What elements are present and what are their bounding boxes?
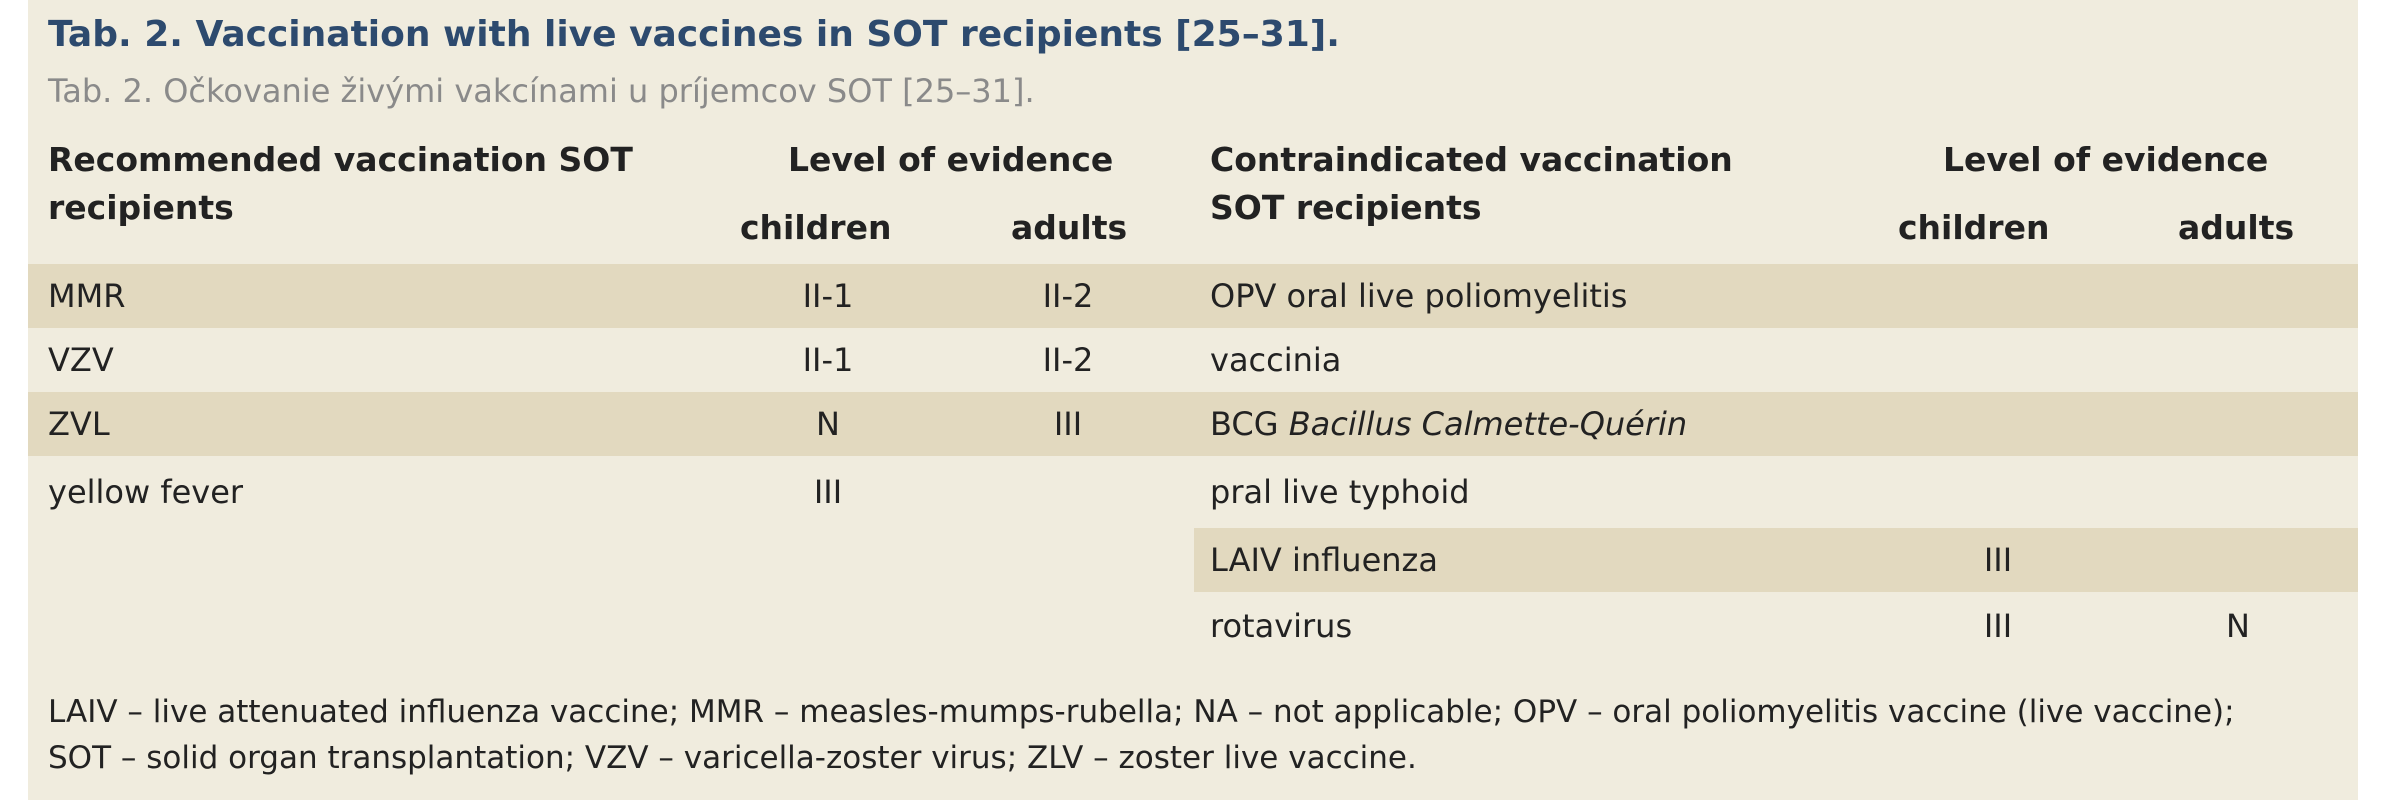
right-row-4-name-text: pral live typhoid (1210, 473, 1470, 511)
right-row-6-name-text: rotavirus (1210, 607, 1353, 645)
left-row-3-name: ZVL (48, 405, 110, 443)
left-row-4-name: yellow fever (48, 473, 244, 511)
right-header-level: Level of evidence (1943, 140, 2269, 179)
right-row-2-name-text: vaccinia (1210, 341, 1342, 379)
left-row-1-adults: II-2 (1042, 277, 1094, 315)
table-subtitle: Tab. 2. Očkovanie živými vakcínami u prí… (48, 72, 1035, 110)
left-row-3-children: N (816, 405, 840, 443)
right-row-4-name: pral live typhoid (1210, 460, 1470, 524)
left-header-adults: adults (1011, 208, 1128, 247)
left-row-2-name: VZV (48, 341, 114, 379)
right-row-2-name: vaccinia (1210, 328, 1341, 392)
left-row-1-children: II-1 (802, 277, 854, 315)
left-row-1-name: MMR (48, 277, 126, 315)
right-row-5-name-text: LAIV influenza (1210, 541, 1438, 579)
right-header-line1: Contraindicated vaccination (1210, 140, 1733, 179)
right-row-5-name: LAIV influenza (1210, 528, 1438, 592)
left-row-2-adults: II-2 (1042, 341, 1094, 379)
footnote-line-2: SOT – solid organ transplantation; VZV –… (48, 740, 1417, 776)
left-header-line2: recipients (48, 188, 234, 227)
right-row-6-children: III (1983, 607, 2013, 645)
table-title: Tab. 2. Vaccination with live vaccines i… (48, 14, 1340, 55)
left-header-level: Level of evidence (788, 140, 1114, 179)
left-row-3-adults: III (1053, 405, 1083, 443)
row-band-3 (28, 392, 2358, 456)
table-panel: Tab. 2. Vaccination with live vaccines i… (28, 0, 2358, 800)
right-header-adults: adults (2178, 208, 2295, 247)
left-header-children: children (740, 208, 892, 247)
right-header-children: children (1898, 208, 2050, 247)
right-row-6-name: rotavirus (1210, 594, 1352, 658)
row-band-1 (28, 264, 2358, 328)
left-header-line1: Recommended vaccination SOT (48, 140, 633, 179)
right-row-6-adults: N (2226, 607, 2250, 645)
right-row-1-name-text: OPV oral live poliomyelitis (1210, 277, 1628, 315)
row-band-5-right (1194, 528, 2358, 592)
left-header-name: Recommended vaccination SOT recipients (48, 136, 633, 232)
footnote-line-1: LAIV – live attenuated influenza vaccine… (48, 694, 2235, 730)
right-row-3-name-text: BCG (1210, 405, 1289, 443)
right-row-5-children: III (1983, 541, 2013, 579)
right-header-name: Contraindicated vaccination SOT recipien… (1210, 136, 1733, 232)
left-row-4-children: III (813, 473, 843, 511)
right-row-1-name: OPV oral live poliomyelitis (1210, 264, 1627, 328)
right-row-3-name: BCG Bacillus Calmette-Quérin (1210, 392, 1687, 456)
right-row-3-name-italic: Bacillus Calmette-Quérin (1288, 405, 1688, 443)
left-row-2-children: II-1 (802, 341, 854, 379)
right-header-line2: SOT recipients (1210, 188, 1482, 227)
